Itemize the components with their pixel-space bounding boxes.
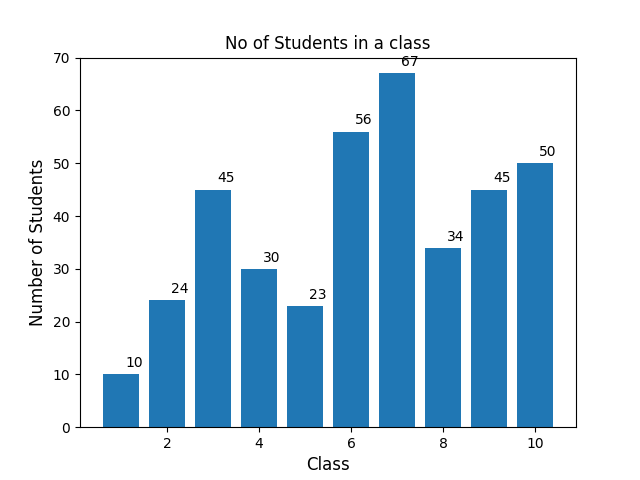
- Bar: [241, 269, 277, 427]
- Text: 30: 30: [263, 251, 281, 264]
- Bar: [195, 190, 232, 427]
- Text: 10: 10: [125, 356, 143, 370]
- Bar: [516, 163, 554, 427]
- Text: 23: 23: [309, 288, 326, 301]
- Text: 67: 67: [401, 55, 419, 69]
- Text: 45: 45: [217, 171, 235, 185]
- Text: 56: 56: [355, 113, 372, 127]
- Bar: [424, 248, 461, 427]
- X-axis label: Class: Class: [306, 456, 350, 474]
- Y-axis label: Number of Students: Number of Students: [29, 159, 47, 326]
- Text: 45: 45: [493, 171, 511, 185]
- Text: 34: 34: [447, 229, 465, 243]
- Bar: [470, 190, 508, 427]
- Text: 24: 24: [171, 282, 189, 296]
- Bar: [333, 132, 369, 427]
- Bar: [148, 300, 186, 427]
- Bar: [379, 73, 415, 427]
- Bar: [287, 306, 323, 427]
- Text: 50: 50: [540, 145, 557, 159]
- Bar: [102, 374, 140, 427]
- Title: No of Students in a class: No of Students in a class: [225, 35, 431, 53]
